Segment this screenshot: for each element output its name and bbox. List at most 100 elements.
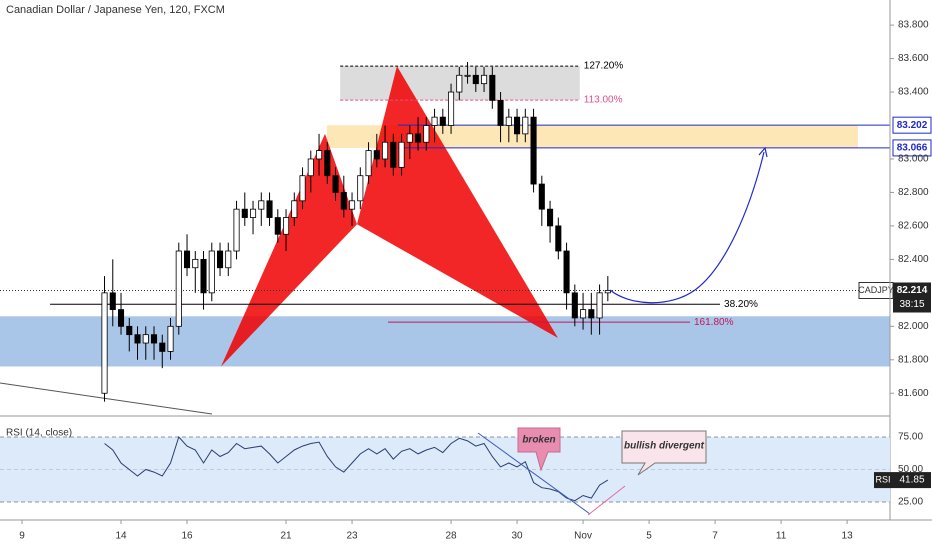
chart-title: Canadian Dollar / Japanese Yen, 120, FXC… bbox=[6, 4, 225, 16]
y-tick-label: 83.400 bbox=[898, 87, 929, 98]
candle-body bbox=[505, 116, 512, 126]
projection-arrow bbox=[609, 151, 765, 304]
rsi-title: RSI (14, close) bbox=[6, 428, 72, 439]
x-tick-label: 13 bbox=[842, 531, 854, 542]
candle-body bbox=[200, 258, 207, 294]
candle-body bbox=[604, 290, 611, 294]
level-label: 83.202 bbox=[897, 120, 928, 131]
candle-body bbox=[241, 208, 248, 218]
divergence-callout bbox=[621, 430, 707, 476]
fib-label: 38.20% bbox=[724, 299, 758, 310]
y-tick-label: 82.400 bbox=[898, 254, 929, 265]
candle-body bbox=[481, 74, 488, 85]
candle-body bbox=[596, 292, 603, 319]
candle-body bbox=[530, 116, 537, 185]
candle-body bbox=[175, 250, 182, 327]
candle-body bbox=[117, 309, 125, 327]
fib-label: 127.20% bbox=[584, 61, 624, 72]
y-tick-label: 81.800 bbox=[898, 354, 929, 365]
candle-body bbox=[249, 208, 257, 218]
rsi-name: RSI bbox=[875, 474, 890, 484]
x-tick-label: 7 bbox=[712, 531, 718, 542]
arrow-head bbox=[758, 146, 768, 158]
candle-body bbox=[208, 250, 215, 294]
candle-body bbox=[547, 208, 554, 227]
candle-body bbox=[192, 258, 199, 269]
candle-body bbox=[101, 292, 108, 394]
candle-body bbox=[382, 141, 389, 160]
candle-body bbox=[225, 250, 232, 269]
fib-label: 113.00% bbox=[584, 95, 623, 106]
x-tick-label: 21 bbox=[280, 531, 292, 542]
candle-body bbox=[390, 141, 397, 168]
candle-body bbox=[266, 200, 273, 218]
candle-body bbox=[588, 309, 595, 319]
zone bbox=[326, 125, 858, 148]
candle-body bbox=[150, 334, 158, 344]
x-tick-label: 28 bbox=[445, 531, 457, 542]
candle-body bbox=[340, 192, 347, 210]
candle-body bbox=[299, 175, 306, 202]
candle-body bbox=[456, 74, 463, 93]
candle-body bbox=[406, 133, 413, 143]
candle-body bbox=[332, 175, 339, 193]
candle-body bbox=[415, 133, 422, 143]
rsi-tick-label: 50.00 bbox=[898, 464, 923, 475]
y-tick-label: 81.600 bbox=[898, 388, 929, 399]
candle-body bbox=[555, 225, 562, 252]
candle-body bbox=[324, 150, 331, 177]
zone bbox=[0, 316, 890, 367]
rsi-last-box bbox=[893, 472, 931, 489]
candle-body bbox=[126, 325, 133, 336]
x-tick-label: 9 bbox=[19, 531, 25, 542]
trend-line bbox=[0, 382, 213, 415]
callout-text: broken bbox=[522, 435, 555, 446]
x-tick-label: 23 bbox=[346, 531, 358, 542]
candle-body bbox=[423, 125, 430, 143]
candle-body bbox=[159, 342, 166, 352]
candle-body bbox=[522, 116, 529, 135]
rsi-band bbox=[0, 436, 890, 502]
candle-body bbox=[357, 175, 364, 202]
candle-body bbox=[365, 150, 372, 177]
candle-body bbox=[472, 74, 479, 85]
candle-body bbox=[233, 208, 240, 252]
rsi-pane: 75.00 50.00 25.00 RSI 41.85 bbox=[0, 432, 931, 508]
candle-body bbox=[307, 158, 314, 177]
candle-body bbox=[398, 141, 405, 168]
candle-body bbox=[373, 150, 380, 160]
rsi-tick-label: 75.00 bbox=[898, 432, 923, 443]
x-tick-label: 5 bbox=[646, 531, 652, 542]
y-tick-label: 82.600 bbox=[898, 221, 929, 232]
candle-body bbox=[282, 217, 290, 235]
candle-body bbox=[514, 116, 521, 135]
candle-body bbox=[571, 292, 578, 319]
level-label-box bbox=[892, 116, 932, 134]
symbol-label: CADJPY bbox=[858, 285, 894, 295]
candle-body bbox=[489, 74, 496, 101]
candle-body bbox=[538, 183, 545, 210]
fib-label: 161.80% bbox=[694, 317, 734, 328]
candle-body bbox=[134, 334, 141, 344]
candle-body bbox=[291, 200, 298, 218]
last-price-box bbox=[893, 282, 931, 313]
harmonic-pattern bbox=[221, 133, 357, 367]
candle-body bbox=[167, 325, 174, 352]
rsi-last-label: 41.85 bbox=[899, 475, 924, 486]
candle-body bbox=[142, 334, 149, 344]
rsi-line bbox=[104, 436, 609, 502]
candle-body bbox=[183, 250, 191, 269]
candle-body bbox=[563, 250, 570, 294]
y-tick-label: 83.000 bbox=[898, 154, 929, 165]
x-tick-label: 16 bbox=[181, 531, 193, 542]
candle-body bbox=[109, 292, 116, 310]
candle-body bbox=[448, 91, 455, 126]
y-tick-label: 83.800 bbox=[898, 20, 929, 31]
y-tick-label: 83.600 bbox=[898, 53, 929, 64]
countdown: 38:15 bbox=[899, 299, 924, 310]
candle-body bbox=[349, 200, 356, 210]
x-tick-label: 30 bbox=[512, 531, 524, 542]
rsi-trend-line bbox=[477, 432, 591, 515]
broken-callout bbox=[517, 427, 561, 472]
